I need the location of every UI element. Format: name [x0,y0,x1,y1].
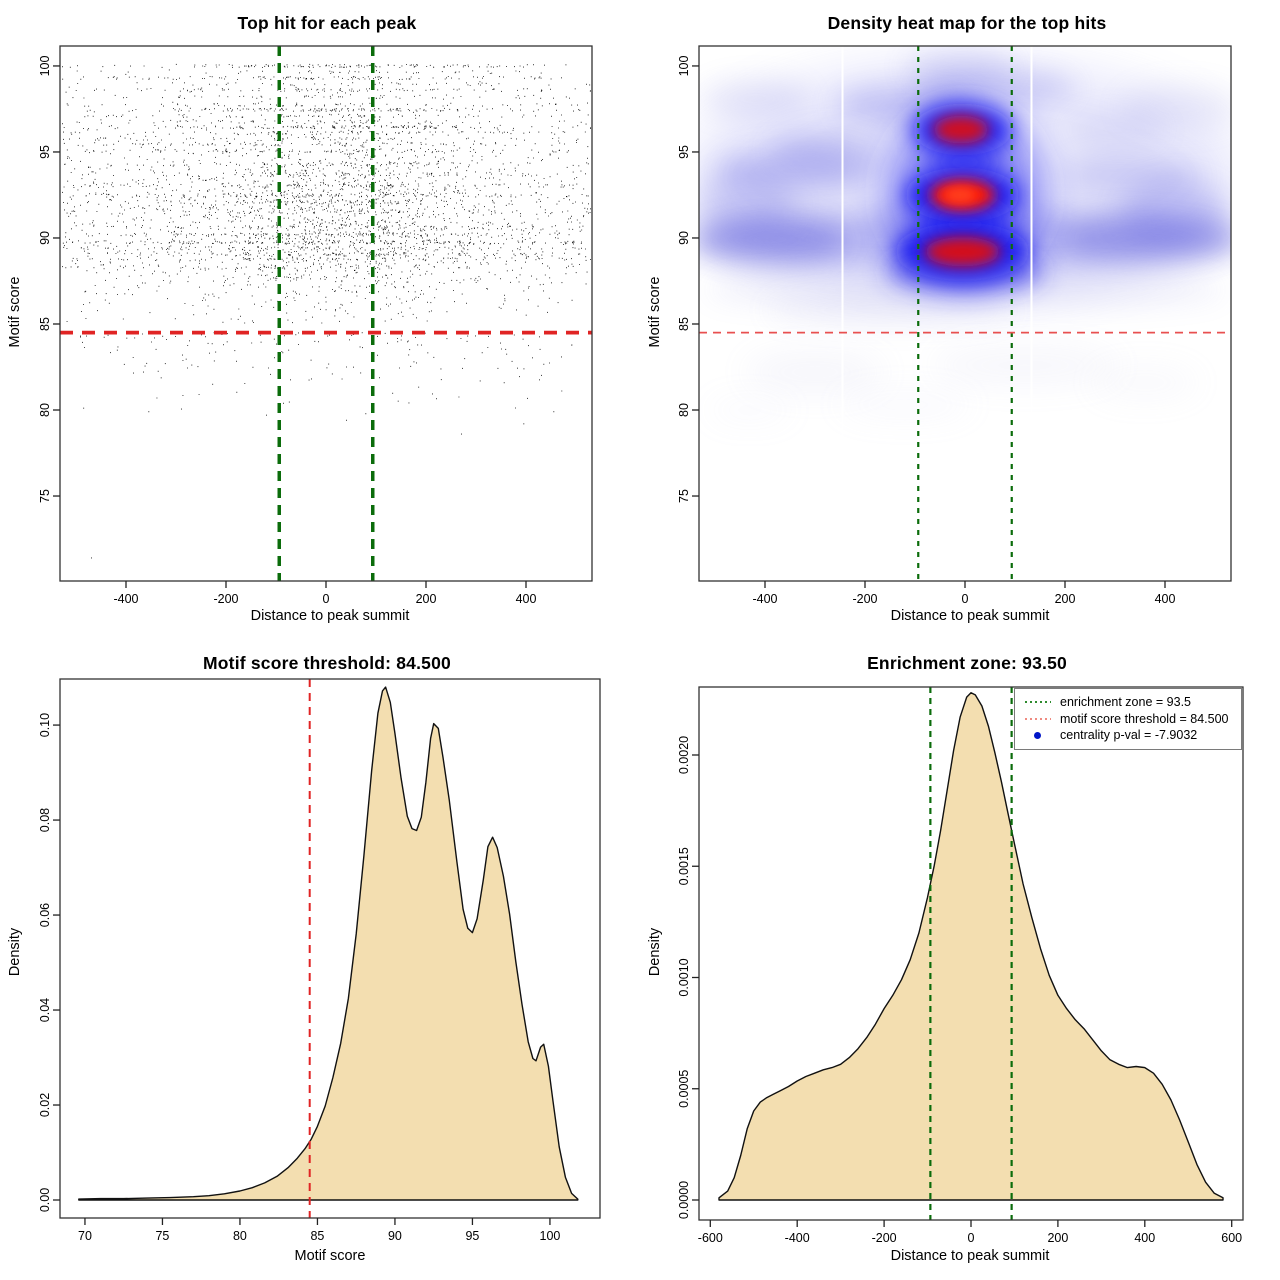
y-axis-label: Density [7,927,23,977]
density-area [718,687,1224,1220]
legend-label: enrichment zone = 93.5 [1060,695,1191,710]
y-tick-label: 85 [677,317,691,331]
x-tick-label: -400 [785,1231,810,1245]
x-tick-label: 400 [1155,592,1176,606]
x-tick-label: -200 [852,592,877,606]
x-tick-label: -400 [752,592,777,606]
x-tick-label: 80 [233,1229,247,1243]
legend-item-motif-threshold: motif score threshold = 84.500 [1015,713,1241,726]
density-plot-distance: -600 -400 -200 0 200 400 600 0.0000 0.0005 0.0010… [677,686,1244,1245]
panel-scatter-top-hits: -400 -200 0 200 400 75 80 85 90 95 100 Top hit for… [0,0,640,640]
y-tick-label: 0.06 [38,903,52,927]
density-plot-motif-score: 70 75 80 85 90 95 100 0.00 0.02 0.04 0.06 0.08 0.10 [38,678,601,1243]
y-tick-label: 90 [677,231,691,245]
panel-density-heatmap: -400 -200 0 200 400 75 80 85 90 95 100 Density hea… [640,0,1280,640]
x-tick-label: 400 [516,592,537,606]
x-tick-label: 0 [323,592,330,606]
x-tick-label: -600 [698,1231,723,1245]
y-tick-label: 100 [38,55,52,76]
density-curve [718,692,1224,1201]
density-curve [78,686,579,1201]
blue-dot-icon [1024,732,1051,740]
x-axis-label: Distance to peak summit [250,608,410,624]
scatter-plot: -400 -200 0 200 400 75 80 85 90 95 100 [38,45,593,606]
heatmap-plot: -400 -200 0 200 400 75 80 85 90 95 100 [677,45,1232,606]
plot-frame [59,678,601,1219]
x-tick-label: 600 [1221,1231,1242,1245]
y-tick-label: 0.0000 [677,1181,691,1219]
enrichment-zone-title: Enrichment zone: 93.50 [867,653,1067,673]
x-tick-label: 85 [310,1229,324,1243]
x-tick-label: 100 [540,1229,561,1243]
heatmap-area [699,46,1231,581]
y-tick-label: 0.10 [38,713,52,737]
green-dotted-line-icon [1024,698,1051,706]
y-tick-label: 85 [38,317,52,331]
heatmap-title: Density heat map for the top hits [827,13,1107,33]
x-tick-label: -200 [213,592,238,606]
motif-threshold-title: Motif score threshold: 84.500 [203,653,451,673]
x-tick-label: 0 [962,592,969,606]
y-tick-label: 0.0020 [677,736,691,774]
panel-enrichment-zone-density: -600 -400 -200 0 200 400 600 0.0000 0.0005 0.0010… [640,640,1280,1280]
x-tick-label: 0 [968,1231,975,1245]
scatter-area [60,46,592,581]
y-tick-label: 0.04 [38,998,52,1022]
x-tick-label: 200 [1055,592,1076,606]
y-tick-label: 100 [677,55,691,76]
y-tick-label: 0.02 [38,1093,52,1117]
legend: enrichment zone = 93.5 motif score thres… [1014,688,1242,750]
x-tick-label: 70 [78,1229,92,1243]
y-tick-label: 0.08 [38,808,52,832]
x-tick-label: 75 [155,1229,169,1243]
y-tick-label: 80 [677,403,691,417]
y-tick-label: 0.0005 [677,1070,691,1108]
red-dotted-line-icon [1024,715,1051,723]
x-axis-label: Distance to peak summit [890,608,1050,624]
y-tick-label: 95 [38,145,52,159]
legend-label: motif score threshold = 84.500 [1060,711,1229,726]
y-tick-label: 75 [38,489,52,503]
y-tick-label: 0.0015 [677,847,691,885]
x-tick-label: -200 [872,1231,897,1245]
density-area [78,679,579,1218]
panel-motif-score-density: 70 75 80 85 90 95 100 0.00 0.02 0.04 0.06 0.08 0.10 … [0,640,640,1280]
y-tick-label: 80 [38,403,52,417]
plot-frame [59,45,593,582]
y-axis-label: Density [647,927,663,977]
y-tick-label: 95 [677,145,691,159]
y-tick-label: 75 [677,489,691,503]
y-tick-label: 90 [38,231,52,245]
x-tick-label: 200 [1047,1231,1068,1245]
x-tick-label: 90 [388,1229,402,1243]
legend-item-enrichment-zone: enrichment zone = 93.5 [1015,696,1241,709]
x-tick-label: 200 [416,592,437,606]
x-tick-label: -400 [113,592,138,606]
y-tick-label: 0.0010 [677,958,691,996]
y-axis-label: Motif score [7,276,23,348]
y-tick-label: 0.00 [38,1188,52,1212]
scatter-points [62,63,591,559]
y-axis-label: Motif score [647,276,663,348]
x-tick-label: 400 [1134,1231,1155,1245]
x-axis-label: Distance to peak summit [890,1248,1050,1264]
x-tick-label: 95 [465,1229,479,1243]
legend-item-centrality-pval: centrality p-val = -7.9032 [1015,729,1241,742]
x-axis-label: Motif score [294,1248,366,1264]
legend-label: centrality p-val = -7.9032 [1060,728,1198,743]
page-title: Top hit for each peak [237,13,417,33]
